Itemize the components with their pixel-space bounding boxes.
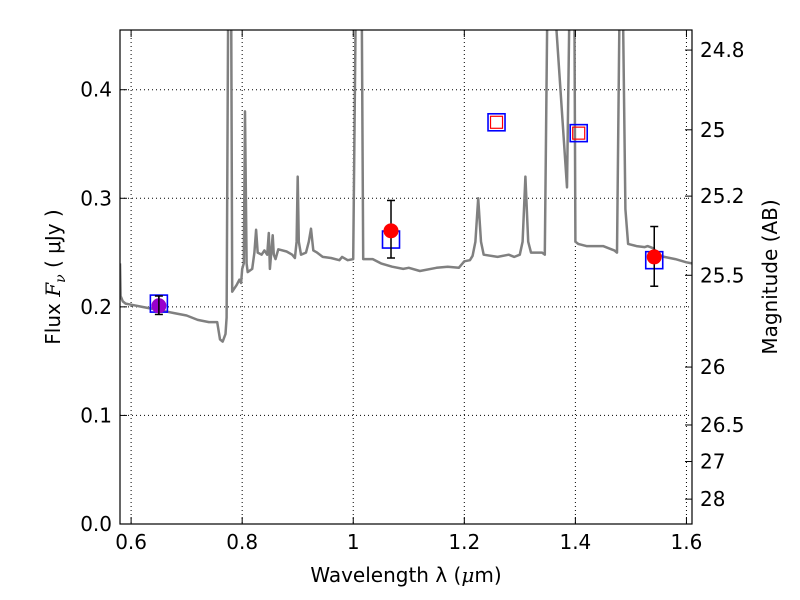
magnitude-tick-label: 27: [700, 450, 725, 474]
magnitude-tick-label: 25.2: [700, 184, 745, 208]
upper-limit-square: [572, 126, 586, 140]
magnitude-tick-label: 26.5: [700, 413, 745, 437]
x-tick-label: 1.2: [448, 530, 480, 554]
x-axis-ticks: 0.6 0.8 1 1.2 1.4 1.6: [115, 30, 702, 554]
magnitude-tick-label: 24.8: [700, 38, 745, 62]
magnitude-tick-label: 25: [700, 118, 725, 142]
observed-photometry-point: [383, 223, 399, 239]
magnitude-axis-label: Magnitude (AB): [758, 199, 782, 354]
plot-frame: [119, 29, 693, 525]
model-spectrum-line: [120, 30, 692, 343]
observed-photometry-point: [646, 249, 662, 265]
y-tick-label: 0.2: [80, 295, 112, 319]
y-tick-label: 0.4: [80, 78, 112, 102]
y-tick-label: 0.3: [80, 186, 112, 210]
model-photometry-square: [487, 112, 506, 132]
x-tick-label: 0.8: [226, 530, 258, 554]
magnitude-tick-label: 26: [700, 355, 725, 379]
markers-layer: [149, 112, 664, 316]
x-tick-label: 0.6: [115, 530, 147, 554]
x-tick-label: 1.4: [559, 530, 591, 554]
spectrum-layer: [120, 30, 692, 343]
x-tick-label: 1.6: [671, 530, 703, 554]
y-tick-label: 0.0: [80, 512, 112, 536]
model-photometry-square: [569, 123, 589, 143]
x-axis-label: Wavelength λ (μm): [310, 563, 501, 587]
grid-lines: [120, 30, 692, 525]
magnitude-axis-ticks: 24.8 25 25.2 25.5 26 26.5 27 28: [685, 38, 745, 511]
upper-limit-square: [489, 115, 504, 129]
y-tick-label: 0.1: [80, 403, 112, 427]
y-axis-label: Flux Fν ( μJy ): [41, 209, 69, 344]
y-axis-ticks: 0.0 0.1 0.2 0.3 0.4: [80, 78, 127, 536]
x-tick-label: 1: [347, 530, 360, 554]
magnitude-tick-label: 25.5: [700, 263, 745, 287]
magnitude-tick-label: 28: [700, 487, 725, 511]
